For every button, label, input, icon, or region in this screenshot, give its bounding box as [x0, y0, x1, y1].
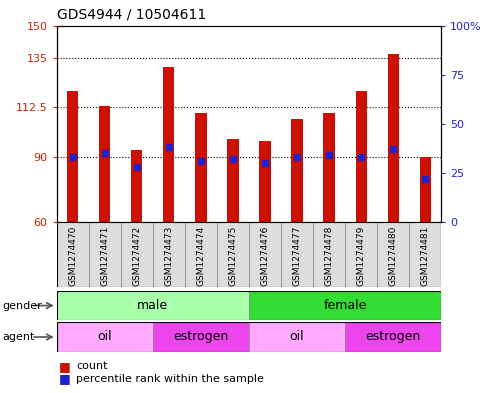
FancyBboxPatch shape — [217, 222, 249, 287]
Text: GSM1274479: GSM1274479 — [356, 225, 366, 286]
Point — [101, 150, 108, 156]
Point — [357, 154, 365, 160]
FancyBboxPatch shape — [281, 222, 313, 287]
Text: agent: agent — [2, 332, 35, 342]
Text: GSM1274475: GSM1274475 — [228, 225, 238, 286]
FancyBboxPatch shape — [345, 222, 377, 287]
FancyBboxPatch shape — [249, 322, 345, 352]
Bar — [259, 141, 271, 222]
Point — [261, 160, 269, 166]
FancyBboxPatch shape — [57, 322, 153, 352]
Text: ■: ■ — [59, 360, 71, 373]
Text: male: male — [137, 299, 169, 312]
Bar — [227, 139, 239, 222]
Point — [293, 154, 301, 160]
Bar — [291, 119, 303, 222]
Bar — [387, 54, 399, 222]
Bar — [131, 150, 142, 222]
Bar — [195, 113, 207, 222]
Bar — [420, 156, 431, 222]
FancyBboxPatch shape — [249, 291, 441, 320]
Text: GDS4944 / 10504611: GDS4944 / 10504611 — [57, 7, 206, 22]
Text: GSM1274473: GSM1274473 — [164, 225, 174, 286]
FancyBboxPatch shape — [377, 222, 409, 287]
Bar — [323, 113, 335, 222]
FancyBboxPatch shape — [345, 322, 441, 352]
Bar — [67, 91, 78, 222]
FancyBboxPatch shape — [89, 222, 121, 287]
Text: oil: oil — [98, 331, 112, 343]
Point — [229, 156, 237, 162]
Point — [389, 146, 397, 152]
FancyBboxPatch shape — [313, 222, 345, 287]
Text: GSM1274481: GSM1274481 — [421, 225, 430, 286]
Text: gender: gender — [2, 301, 42, 310]
Point — [421, 176, 429, 182]
Bar — [163, 67, 175, 222]
FancyBboxPatch shape — [153, 322, 249, 352]
Point — [325, 152, 333, 158]
Text: count: count — [76, 361, 108, 371]
Point — [165, 144, 173, 151]
Text: GSM1274474: GSM1274474 — [196, 225, 206, 286]
Text: ■: ■ — [59, 372, 71, 386]
Point — [133, 164, 141, 170]
FancyBboxPatch shape — [121, 222, 153, 287]
Text: percentile rank within the sample: percentile rank within the sample — [76, 374, 264, 384]
Text: GSM1274477: GSM1274477 — [292, 225, 302, 286]
FancyBboxPatch shape — [249, 222, 281, 287]
Text: oil: oil — [290, 331, 304, 343]
Point — [197, 158, 205, 164]
FancyBboxPatch shape — [409, 222, 441, 287]
Bar — [99, 107, 110, 222]
Text: female: female — [323, 299, 367, 312]
FancyBboxPatch shape — [185, 222, 217, 287]
Text: estrogen: estrogen — [365, 331, 421, 343]
Text: GSM1274476: GSM1274476 — [260, 225, 270, 286]
Text: GSM1274480: GSM1274480 — [388, 225, 398, 286]
FancyBboxPatch shape — [57, 222, 89, 287]
Text: GSM1274470: GSM1274470 — [68, 225, 77, 286]
Text: GSM1274478: GSM1274478 — [324, 225, 334, 286]
Text: GSM1274472: GSM1274472 — [132, 225, 141, 286]
FancyBboxPatch shape — [153, 222, 185, 287]
FancyBboxPatch shape — [57, 291, 249, 320]
Bar — [355, 91, 367, 222]
Text: GSM1274471: GSM1274471 — [100, 225, 109, 286]
Point — [69, 154, 77, 160]
Text: estrogen: estrogen — [173, 331, 229, 343]
